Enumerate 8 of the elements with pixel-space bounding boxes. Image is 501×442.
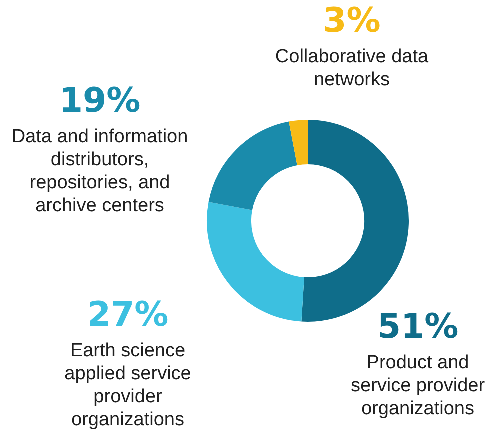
- slice-label: Product and service provider organizations: [350, 352, 486, 420]
- slice-label: Earth science applied service provider organizations: [64, 340, 192, 431]
- data-label: 19%: [59, 80, 141, 121]
- slice-label: Data and information distributors, repositories, and archive centers: [12, 126, 188, 217]
- slice-label: Collaborative data networks: [275, 46, 430, 91]
- data-label: 27%: [87, 294, 169, 335]
- data-label: 51%: [377, 306, 459, 347]
- data-label: 3%: [323, 0, 381, 41]
